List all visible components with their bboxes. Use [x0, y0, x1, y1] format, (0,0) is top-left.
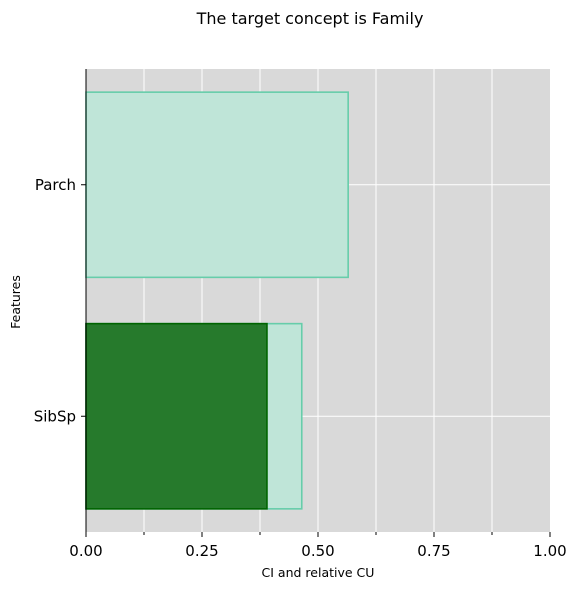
x-tick-label: 0.25 — [185, 542, 218, 560]
x-tick-label: 0.50 — [301, 542, 334, 560]
x-tick-label: 0.75 — [417, 542, 450, 560]
bar-parch-series-1 — [85, 91, 349, 279]
y-tick-label: SibSp — [34, 407, 76, 425]
y-tick-labels: Parch SibSp — [34, 176, 86, 425]
bars — [85, 91, 349, 510]
x-axis-label: CI and relative CU — [262, 565, 375, 580]
x-tick-label: 0.00 — [69, 542, 102, 560]
x-tick-labels: 0.00 0.25 0.50 0.75 1.00 — [69, 532, 567, 560]
y-axis-label: Features — [8, 275, 23, 329]
bar-sibsp-series-2 — [85, 322, 268, 510]
chart-title: The target concept is Family — [196, 9, 424, 28]
y-tick-label: Parch — [35, 176, 76, 194]
x-tick-label: 1.00 — [533, 542, 566, 560]
